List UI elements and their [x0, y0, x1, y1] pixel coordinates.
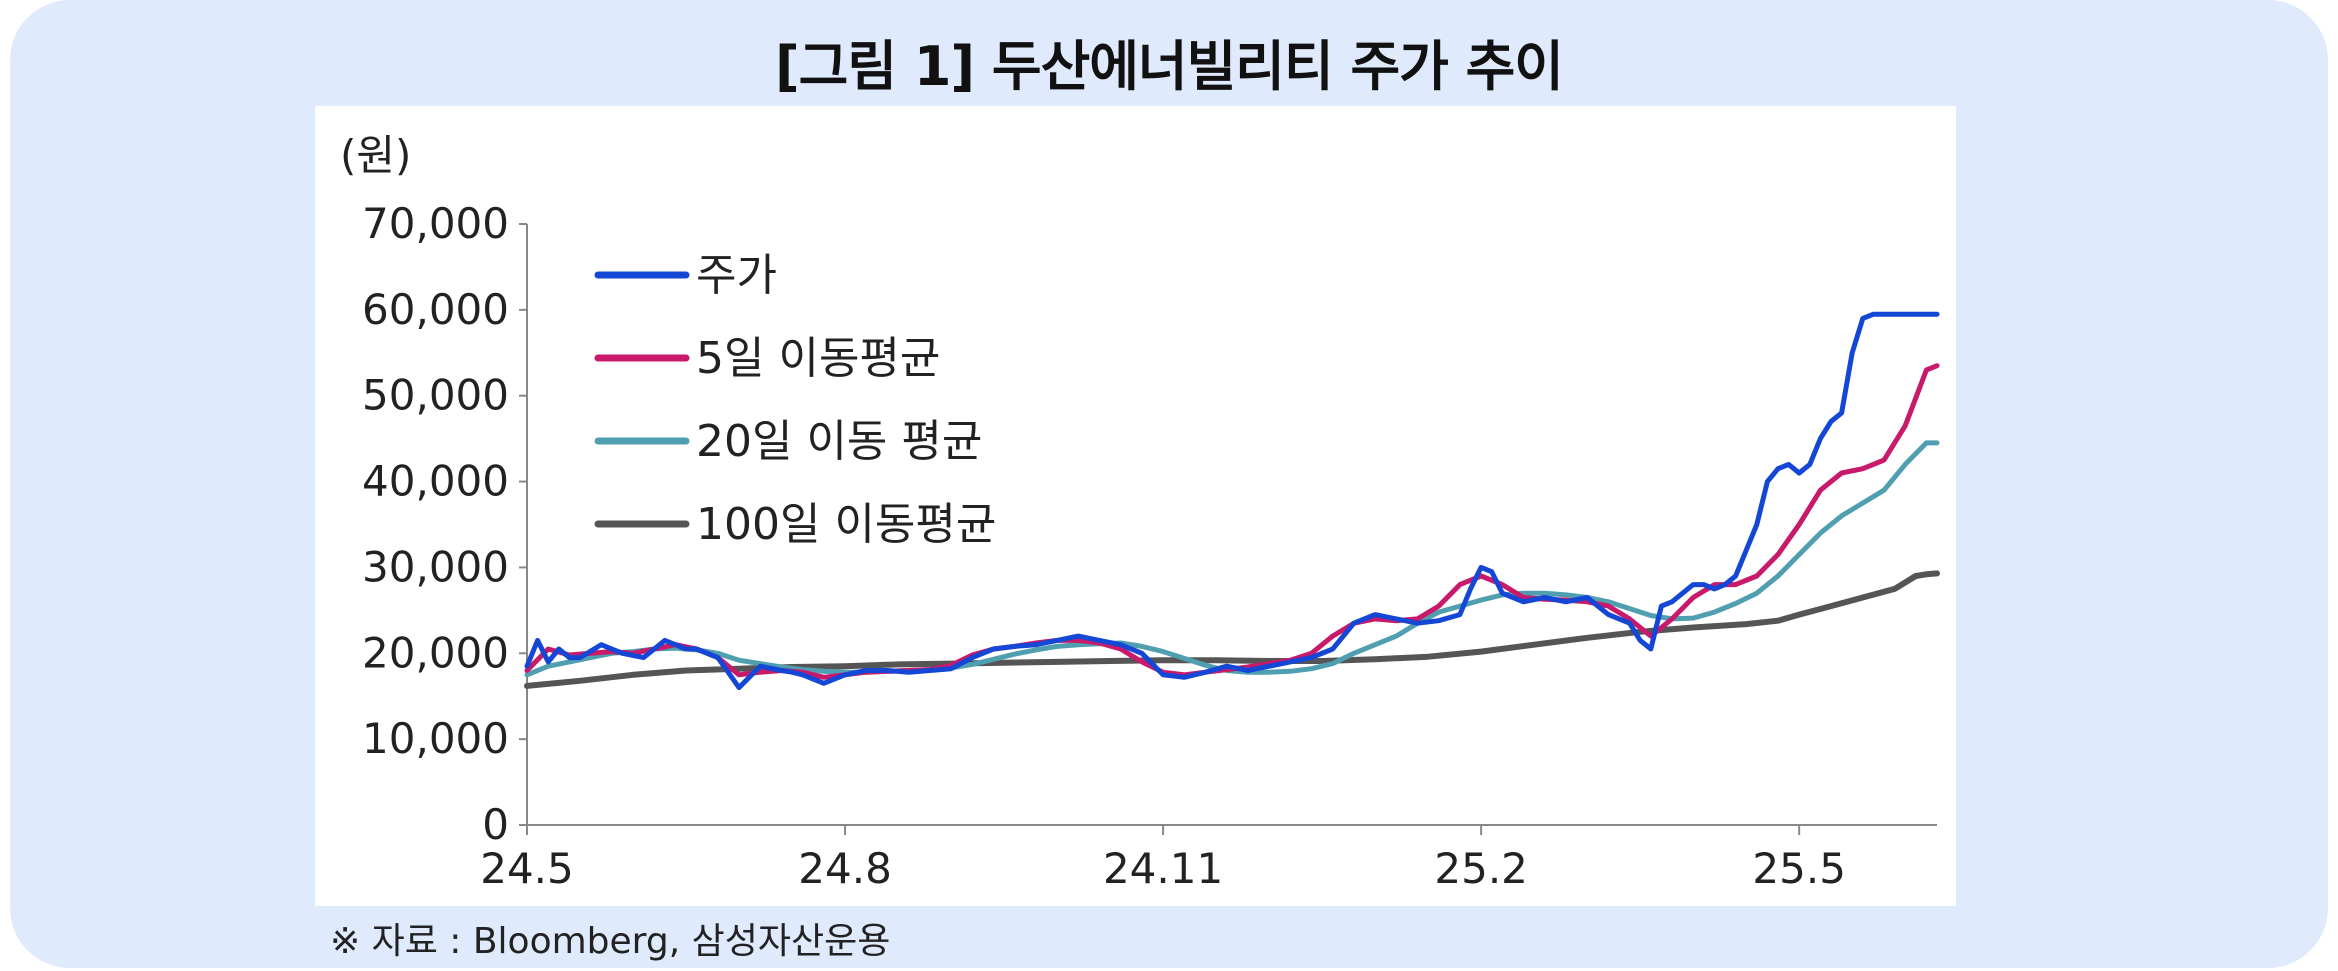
legend-label: 100일 이동평균: [696, 499, 996, 550]
series-group: [524, 311, 1940, 691]
x-axis: 24.5 24.8 24.11 25.2 25.5: [480, 824, 1937, 893]
x-tick-label: 24.8: [798, 844, 892, 893]
x-tick-label: 24.11: [1103, 844, 1223, 893]
y-tick-label: 20,000: [362, 628, 509, 677]
legend-label: 5일 이동평균: [696, 333, 940, 384]
x-tick-label: 25.2: [1434, 844, 1528, 893]
series-line-3: [524, 440, 1940, 678]
y-axis-unit-label: (원): [340, 131, 411, 180]
y-tick-label: 40,000: [362, 457, 509, 506]
x-tick-label: 25.5: [1752, 844, 1846, 893]
y-tick-label: 70,000: [362, 199, 509, 248]
legend-label: 주가: [696, 250, 777, 301]
y-tick-label: 10,000: [362, 714, 509, 763]
legend: 주가 5일 이동평균 20일 이동 평균 100일 이동평균: [594, 250, 996, 550]
y-tick-label: 0: [482, 800, 509, 849]
y-tick-label: 50,000: [362, 371, 509, 420]
y-tick-label: 30,000: [362, 542, 509, 591]
chart-title: [그림 1] 두산에너빌리티 주가 추이: [775, 35, 1564, 98]
series-line-1: [524, 311, 1940, 691]
y-axis: 70,000 60,000 50,000 40,000 30,000 20,000 10,0…: [362, 199, 528, 849]
plot-area: [315, 106, 1956, 906]
source-note: ※ 자료 : Bloomberg, 삼성자산운용: [330, 921, 891, 962]
legend-label: 20일 이동 평균: [696, 416, 982, 467]
x-tick-label: 24.5: [480, 844, 574, 893]
y-tick-label: 60,000: [362, 285, 509, 334]
